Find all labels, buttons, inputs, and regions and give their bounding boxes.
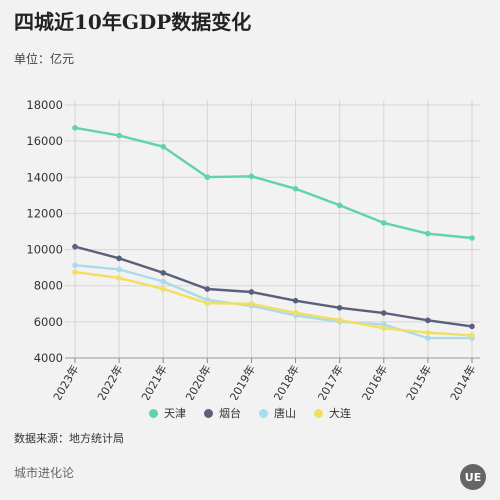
y-tick-label: 8000 — [34, 279, 63, 293]
data-point — [380, 325, 387, 331]
data-point — [380, 220, 387, 226]
legend-label: 天津 — [164, 407, 186, 420]
axis-layer: 4000 6000 8000 10000 12000 14000 16000 18000 202… — [26, 98, 480, 400]
data-point — [425, 230, 431, 237]
data-point — [160, 143, 167, 150]
legend-swatch — [259, 408, 268, 418]
data-source: 数据来源：地方统计局 — [14, 432, 124, 445]
legend-item: 唐山 — [259, 405, 296, 421]
series-line — [74, 270, 473, 337]
series-line — [74, 264, 472, 340]
data-point — [292, 297, 299, 304]
data-point — [248, 289, 255, 295]
data-point — [160, 270, 167, 276]
data-point — [292, 310, 299, 316]
brand-logo: UE — [460, 464, 486, 490]
data-point — [116, 266, 122, 273]
x-tick-label: 2021年 — [138, 363, 170, 401]
data-point — [469, 323, 475, 330]
data-point — [336, 202, 343, 209]
data-point — [425, 317, 431, 324]
y-tick-label: 14000 — [26, 170, 63, 184]
data-point — [425, 329, 431, 336]
data-point — [72, 262, 78, 269]
data-point — [204, 300, 211, 307]
data-point — [292, 185, 299, 192]
x-tick-label: 2019年 — [226, 363, 258, 401]
data-point — [204, 286, 211, 292]
data-point — [116, 132, 122, 139]
y-tick-label: 16000 — [26, 134, 63, 148]
y-tick-label: 18000 — [26, 98, 63, 112]
legend-label: 大连 — [329, 407, 351, 420]
data-point — [336, 317, 343, 323]
legend-swatch — [314, 408, 323, 418]
x-tick-label: 2023年 — [50, 363, 82, 401]
y-tick-label: 4000 — [34, 351, 63, 365]
legend-swatch — [204, 408, 213, 418]
legend-item: 大连 — [314, 405, 351, 421]
legend-label: 烟台 — [219, 407, 241, 420]
legend: 天津 烟台 唐山 大连 — [0, 405, 500, 421]
x-tick-label: 2014年 — [447, 363, 479, 401]
unit-label: 单位：亿元 — [14, 52, 75, 66]
y-tick-label: 6000 — [34, 315, 63, 329]
data-point — [116, 255, 122, 262]
data-point — [160, 278, 167, 285]
y-tick-label: 12000 — [26, 206, 63, 220]
data-point — [116, 275, 122, 281]
data-point — [336, 304, 343, 311]
data-point — [72, 269, 78, 275]
data-point — [469, 235, 475, 241]
data-point — [204, 174, 211, 180]
x-tick-label: 2017年 — [315, 363, 347, 401]
chart-title: 四城近10年GDP数据变化 — [14, 10, 252, 34]
data-point — [72, 243, 78, 250]
series-layer — [72, 125, 475, 341]
legend-label: 唐山 — [274, 407, 296, 420]
x-tick-label: 2022年 — [94, 363, 126, 401]
legend-item: 天津 — [149, 405, 186, 421]
y-tick-label: 10000 — [26, 243, 63, 257]
line-chart: 4000 6000 8000 10000 12000 14000 16000 18000 202… — [26, 98, 480, 400]
x-tick-label: 2018年 — [271, 363, 303, 401]
data-point — [248, 300, 255, 307]
series-line — [74, 126, 473, 240]
brand-name: 城市进化论 — [14, 466, 75, 480]
x-tick-label: 2016年 — [359, 363, 391, 401]
legend-item: 烟台 — [204, 405, 241, 421]
data-point — [380, 310, 387, 316]
data-point — [248, 173, 255, 180]
x-tick-label: 2020年 — [182, 363, 214, 401]
x-tick-label: 2015年 — [403, 363, 435, 401]
data-point — [469, 332, 475, 339]
data-point — [425, 335, 431, 341]
series-line — [74, 245, 473, 328]
legend-swatch — [149, 408, 158, 418]
data-point — [72, 125, 78, 131]
data-point — [160, 286, 167, 292]
